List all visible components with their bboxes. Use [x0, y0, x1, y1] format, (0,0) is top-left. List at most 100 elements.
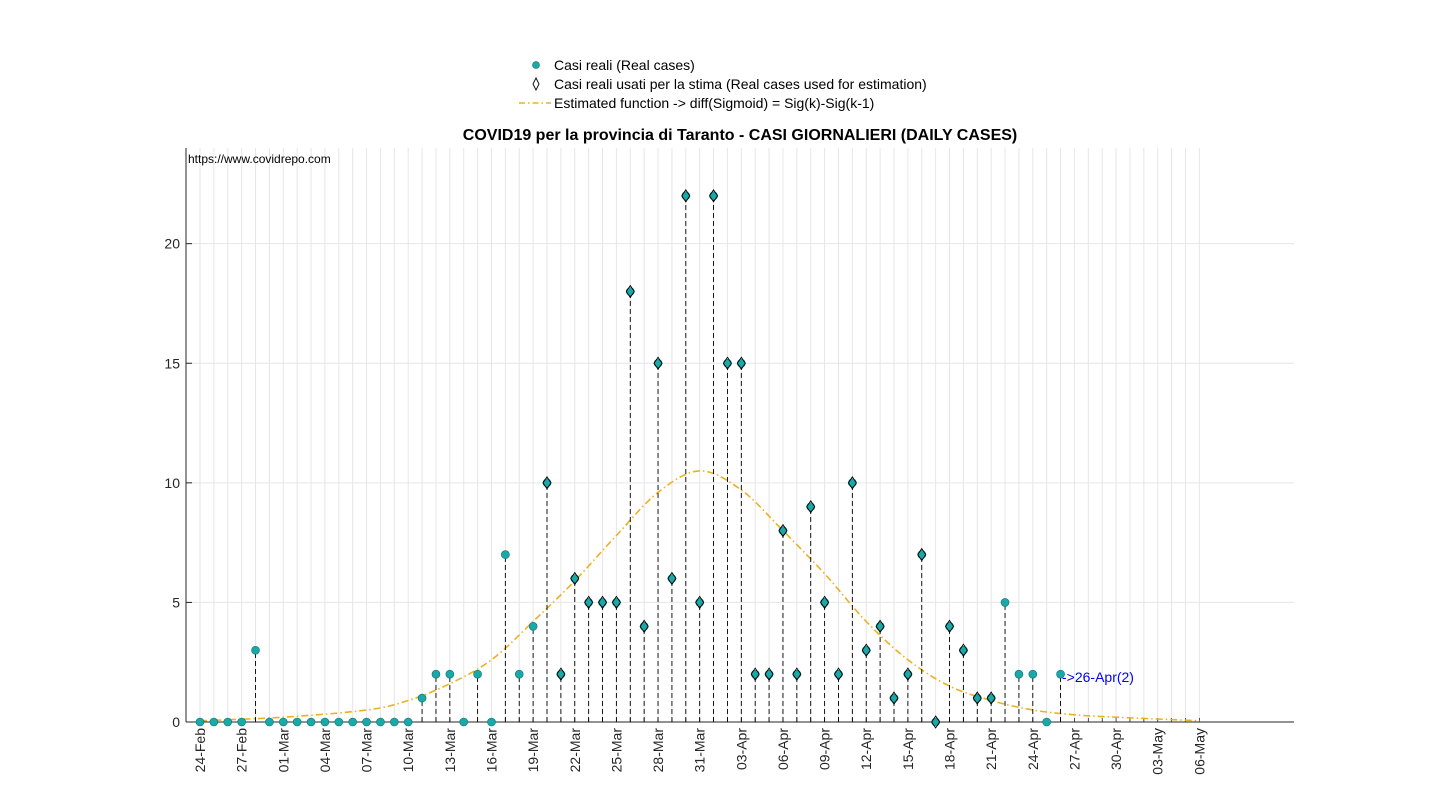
- used-case-diamond: [611, 595, 621, 610]
- real-case-point: [612, 598, 621, 607]
- used-case-diamond: [958, 643, 968, 658]
- x-tick-label: 01-Mar: [275, 728, 291, 773]
- real-case-point: [1000, 598, 1010, 607]
- real-case-point: [501, 550, 510, 559]
- x-tick-label: 06-Apr: [775, 728, 791, 770]
- y-tick-label: 5: [172, 594, 180, 610]
- last-day-annotation: ->26-Apr(2): [1062, 669, 1134, 685]
- legend-diamond-marker: [532, 76, 540, 92]
- used-case-diamond: [847, 476, 857, 490]
- used-case-diamond: [820, 595, 830, 610]
- used-case-diamond: [917, 547, 927, 562]
- used-case-diamond: [861, 643, 871, 658]
- real-case-point: [556, 669, 566, 679]
- real-case-point: [292, 717, 302, 727]
- used-case-diamond: [597, 595, 608, 610]
- real-case-point: [459, 717, 469, 727]
- x-tick-label: 25-Mar: [608, 728, 624, 773]
- real-case-point: [653, 358, 663, 368]
- real-case-point: [709, 191, 718, 201]
- x-tick-label: 15-Apr: [900, 728, 916, 770]
- real-case-point: [514, 669, 524, 679]
- x-tick-label: 13-Mar: [442, 728, 458, 773]
- chart-title: COVID19 per la provincia di Taranto - CA…: [463, 127, 1017, 144]
- x-tick-label: 24-Apr: [1025, 728, 1041, 770]
- real-case-point: [764, 669, 774, 679]
- used-case-diamond: [667, 571, 677, 586]
- real-case-point: [390, 717, 399, 727]
- y-tick-label: 20: [164, 236, 180, 252]
- x-tick-label: 09-Apr: [817, 728, 833, 770]
- used-case-diamond: [792, 667, 802, 681]
- used-case-diamond: [695, 595, 705, 610]
- x-tick-label: 27-Apr: [1066, 728, 1082, 770]
- real-case-point: [598, 598, 607, 607]
- used-case-diamond: [639, 619, 649, 634]
- real-case-point: [667, 574, 677, 583]
- x-tick-label: 06-May: [1191, 728, 1207, 775]
- real-case-point: [209, 717, 219, 727]
- y-tick-label: 0: [172, 714, 180, 730]
- x-tick-label: 27-Feb: [234, 728, 250, 773]
- x-tick-label: 22-Mar: [567, 728, 583, 773]
- used-case-diamond: [709, 189, 719, 203]
- real-case-point: [528, 622, 538, 631]
- grid-layer: [186, 148, 1294, 722]
- real-case-point: [223, 717, 233, 727]
- real-case-point: [820, 598, 829, 607]
- used-case-diamond: [681, 189, 691, 203]
- x-tick-label: 12-Apr: [858, 728, 874, 770]
- real-case-point: [959, 645, 968, 655]
- real-case-point: [431, 669, 441, 679]
- x-tick-label: 21-Apr: [983, 728, 999, 770]
- legend-label-estimated-function: Estimated function -> diff(Sigmoid) = Si…: [554, 95, 874, 111]
- tick-labels-layer: 0 5 10 15 20 24-Feb 27-Feb 01-Mar 04-Mar 07-Mar 10…: [164, 236, 1207, 775]
- real-case-point: [1014, 669, 1024, 679]
- real-case-point: [903, 669, 913, 679]
- real-case-point: [1042, 717, 1051, 727]
- x-tick-label: 24-Feb: [192, 728, 208, 773]
- used-case-diamond: [931, 715, 941, 729]
- used-case-diamond: [653, 356, 663, 371]
- real-case-point: [306, 717, 316, 727]
- real-case-point: [542, 478, 552, 488]
- real-case-point: [848, 478, 857, 488]
- real-case-point: [806, 502, 816, 512]
- x-tick-label: 07-Mar: [359, 728, 375, 773]
- real-case-point: [834, 669, 843, 679]
- real-case-point: [695, 598, 704, 607]
- real-case-point: [723, 358, 732, 368]
- real-case-point: [737, 358, 746, 368]
- real-case-point: [945, 622, 954, 631]
- used-case-diamond: [806, 499, 816, 514]
- real-case-point: [376, 717, 385, 727]
- real-case-point: [681, 191, 691, 201]
- real-case-point: [931, 717, 940, 727]
- real-case-point: [875, 622, 885, 631]
- real-case-point: [320, 717, 330, 727]
- x-tick-label: 28-Mar: [650, 728, 666, 773]
- real-case-point: [334, 717, 344, 727]
- y-tick-label: 10: [164, 475, 180, 491]
- x-tick-label: 16-Mar: [483, 728, 499, 773]
- real-case-point: [861, 645, 871, 655]
- real-case-point: [1028, 669, 1038, 679]
- used-case-diamond: [584, 595, 594, 610]
- used-case-diamond: [903, 667, 913, 681]
- real-case-point: [1056, 669, 1065, 679]
- used-case-diamond: [736, 356, 746, 371]
- legend-label-used-cases: Casi reali usati per la stima (Real case…: [554, 76, 927, 92]
- legend-label-real-cases: Casi reali (Real cases): [554, 57, 695, 73]
- real-case-point: [750, 669, 760, 679]
- used-case-diamond: [764, 667, 774, 681]
- real-case-point: [445, 669, 455, 679]
- used-case-diamond: [750, 667, 760, 681]
- used-case-diamond: [625, 284, 635, 299]
- used-case-diamond: [833, 667, 844, 681]
- estimated-function-curve: [199, 470, 1200, 722]
- real-case-point: [251, 645, 260, 655]
- used-case-diamond: [986, 691, 996, 705]
- x-tick-label: 03-Apr: [733, 728, 749, 770]
- stems-layer: [255, 195, 1062, 722]
